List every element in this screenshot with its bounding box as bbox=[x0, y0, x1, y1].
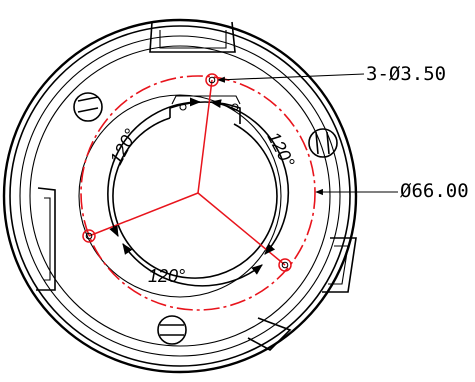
outer-rings bbox=[2, 18, 358, 374]
angle-label-top-right: 120° bbox=[263, 128, 298, 170]
angle-label-bottom: 120° bbox=[148, 266, 185, 286]
rim-tab-right bbox=[322, 237, 357, 293]
leader-hole-callout bbox=[217, 73, 365, 83]
slot-mark-right bbox=[308, 128, 338, 158]
angle-arc-bottom bbox=[122, 243, 263, 287]
rim-tab-top bbox=[149, 21, 236, 53]
angle-label-top-left: 120° bbox=[106, 126, 141, 168]
angle-arc-top-right bbox=[209, 99, 290, 255]
mounting-hole-left bbox=[82, 229, 96, 243]
hole-callout-label: 3-Ø3.50 bbox=[366, 63, 446, 85]
slot-mark-bottom bbox=[157, 315, 187, 345]
bolt-circle bbox=[80, 75, 316, 311]
rim-tab-bottom-right bbox=[247, 317, 292, 351]
rim-tab-left bbox=[36, 187, 56, 291]
bolt-circle-label: Ø66.00 bbox=[400, 180, 469, 202]
mounting-hole-right bbox=[278, 258, 292, 272]
slot-mark-left bbox=[73, 92, 103, 122]
angle-arc-top-left bbox=[107, 97, 202, 237]
